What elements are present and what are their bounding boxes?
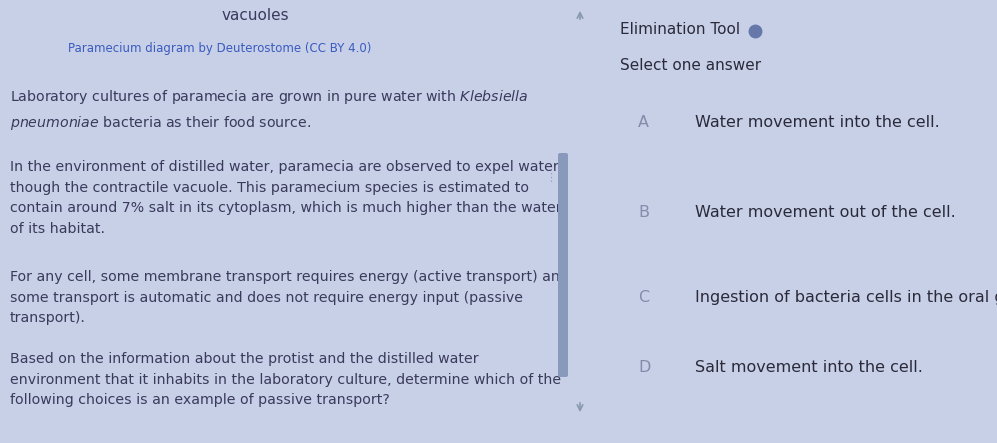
Text: Paramecium diagram by Deuterostome (CC BY 4.0): Paramecium diagram by Deuterostome (CC B… xyxy=(69,42,372,55)
Text: Elimination Tool: Elimination Tool xyxy=(620,22,740,37)
Text: Select one answer: Select one answer xyxy=(620,58,761,73)
Text: vacuoles: vacuoles xyxy=(221,8,289,23)
Text: In the environment of distilled water, paramecia are observed to expel water
tho: In the environment of distilled water, p… xyxy=(10,160,561,236)
Text: Laboratory cultures of paramecia are grown in pure water with $\it{Klebsiella}$
: Laboratory cultures of paramecia are gro… xyxy=(10,88,528,132)
Text: Ingestion of bacteria cells in the oral groove.: Ingestion of bacteria cells in the oral … xyxy=(695,290,997,305)
Text: ⋮⋮: ⋮⋮ xyxy=(545,173,567,183)
Text: D: D xyxy=(638,360,650,375)
Text: Water movement into the cell.: Water movement into the cell. xyxy=(695,115,940,130)
Text: A: A xyxy=(638,115,649,130)
Text: C: C xyxy=(638,290,649,305)
Text: Salt movement into the cell.: Salt movement into the cell. xyxy=(695,360,923,375)
FancyBboxPatch shape xyxy=(558,153,568,377)
Text: Water movement out of the cell.: Water movement out of the cell. xyxy=(695,205,956,220)
Text: For any cell, some membrane transport requires energy (active transport) and
som: For any cell, some membrane transport re… xyxy=(10,270,569,325)
Text: Based on the information about the protist and the distilled water
environment t: Based on the information about the proti… xyxy=(10,352,561,407)
Text: B: B xyxy=(638,205,649,220)
